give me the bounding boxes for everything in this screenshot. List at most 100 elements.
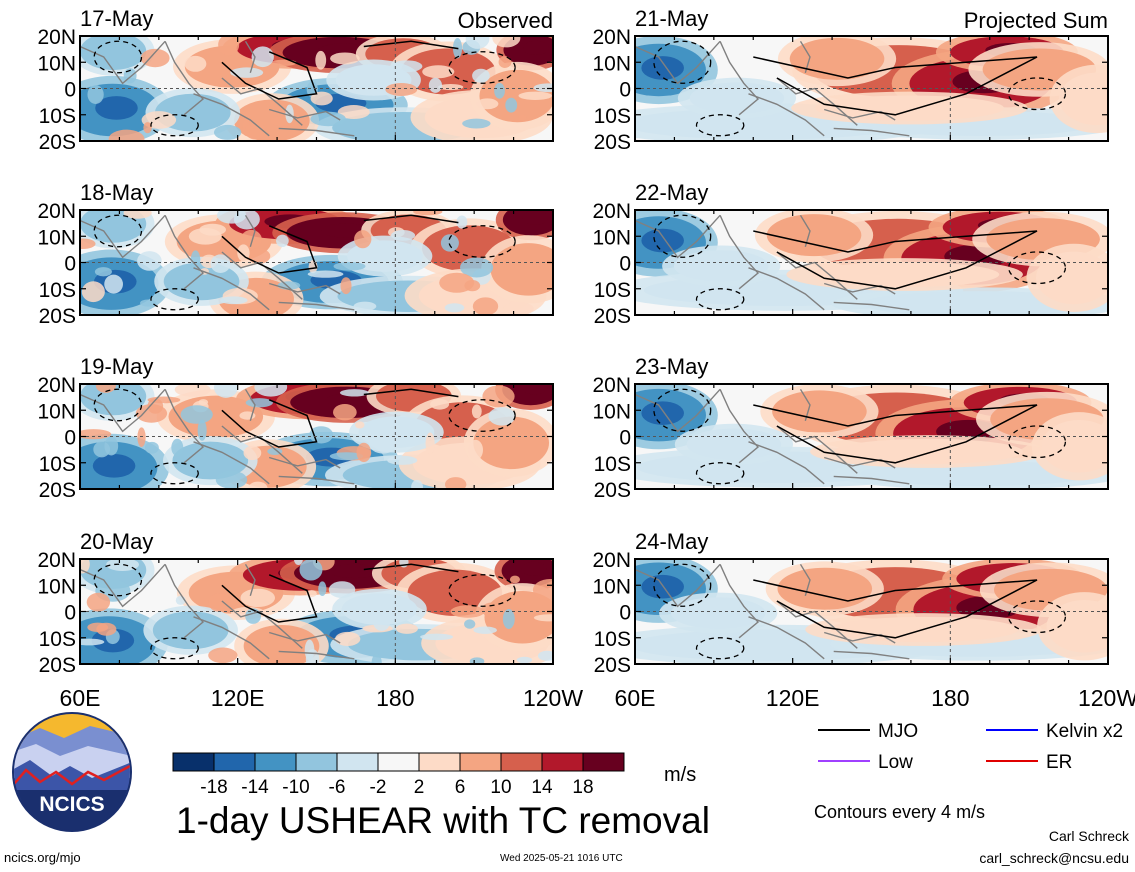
lat-tick-label: 10S: [39, 628, 76, 651]
colorbar-swatch: [541, 752, 584, 772]
coastline: [244, 40, 256, 73]
lat-tick-label: 20N: [37, 200, 76, 223]
coastline: [244, 388, 256, 421]
figure-title: 1-day USHEAR with TC removal: [176, 800, 710, 841]
coastline: [221, 77, 303, 126]
contour-note: Contours every 4 m/s: [814, 802, 986, 822]
coastline: [80, 388, 166, 433]
panel-date: 18-May: [80, 180, 153, 205]
colorbar: -18 -14 -10 -6 -2 2 6 10 14 18: [172, 752, 625, 798]
coastline: [269, 631, 341, 644]
panel-date: 20-May: [80, 529, 153, 554]
mjo-contour: [221, 225, 318, 274]
lon-tick-label: 120E: [211, 685, 265, 711]
ncics-logo: NCICS: [12, 712, 132, 832]
negative-contour: [653, 40, 712, 84]
lat-tick-label: 0: [64, 602, 76, 625]
site-link[interactable]: ncics.org/mjo: [4, 850, 81, 865]
negative-contour: [150, 462, 199, 485]
coastline: [164, 389, 205, 464]
author-name: Carl Schreck: [1048, 828, 1129, 844]
lat-tick-label: 20N: [592, 200, 631, 223]
coastline: [776, 600, 858, 649]
mjo-contour: [221, 51, 318, 100]
lat-tick-label: 10S: [594, 628, 631, 651]
colorbar-swatch: [418, 752, 461, 772]
lat-tick-label: 20S: [594, 654, 631, 677]
coastline: [833, 475, 910, 485]
negative-contour: [150, 637, 199, 660]
negative-contour: [653, 214, 712, 258]
coastline: [278, 127, 355, 137]
panel-date: 17-May: [80, 6, 153, 31]
coastline: [799, 563, 811, 596]
lat-tick-label: 0: [619, 253, 631, 276]
lat-tick-label: 10S: [39, 279, 76, 302]
lat-tick-label: 20N: [592, 374, 631, 397]
coastline: [244, 563, 256, 596]
coastline: [193, 93, 270, 137]
negative-contour: [1008, 251, 1067, 285]
coastline: [635, 388, 721, 433]
panel-date: 24-May: [635, 529, 708, 554]
coastline: [776, 77, 858, 126]
colorbar-tick-label: -6: [329, 777, 346, 798]
colorbar-tick-label: 18: [572, 777, 593, 798]
lat-tick-label: 20S: [39, 654, 76, 677]
colorbar-swatch: [254, 752, 297, 772]
lat-tick-label: 10S: [594, 453, 631, 476]
coastline: [719, 389, 760, 464]
lon-tick-label: 180: [376, 685, 414, 711]
coastline: [748, 93, 825, 137]
coastline: [833, 650, 910, 660]
lat-tick-label: 20S: [39, 131, 76, 154]
lat-tick-label: 0: [64, 79, 76, 102]
author-email[interactable]: carl_schreck@ncsu.edu: [979, 850, 1129, 866]
coastline: [278, 650, 355, 660]
coastline: [635, 40, 721, 85]
lat-tick-label: 10N: [592, 575, 631, 598]
panel-date: 23-May: [635, 354, 708, 379]
map-panel-obs-2: [79, 209, 554, 316]
coastline: [833, 127, 910, 137]
map-panel-proj-2: [634, 209, 1109, 316]
coastline: [799, 214, 811, 247]
coastline: [278, 301, 355, 311]
coastline: [776, 251, 858, 300]
legend-label: ER: [1046, 752, 1072, 773]
coastline: [719, 41, 760, 116]
lon-tick-label: 120W: [1078, 685, 1135, 711]
lat-tick-label: 10S: [594, 105, 631, 128]
negative-contour: [93, 563, 143, 597]
mjo-contour: [363, 40, 459, 50]
mjo-contour: [221, 399, 318, 448]
colorbar-tick-label: -10: [282, 777, 309, 798]
negative-contour: [695, 114, 745, 137]
coastline: [824, 631, 896, 644]
lat-tick-label: 20N: [37, 374, 76, 397]
coastline: [80, 214, 166, 259]
coastline: [635, 214, 721, 259]
lat-tick-label: 10N: [37, 400, 76, 423]
negative-contour: [448, 574, 516, 607]
coastline: [748, 616, 825, 660]
coastline: [269, 108, 341, 121]
mjo-contour: [363, 563, 459, 573]
lat-tick-label: 10S: [39, 105, 76, 128]
map-panel-proj-4: [634, 558, 1109, 665]
shading: [635, 36, 1108, 141]
legend-label: Low: [878, 752, 913, 773]
panel-date: 21-May: [635, 6, 708, 31]
logo-text: NCICS: [39, 793, 104, 816]
negative-contour: [695, 288, 745, 311]
observed-label: Observed: [458, 8, 553, 33]
negative-contour: [1008, 600, 1067, 634]
shading: [80, 384, 553, 489]
map-panel-obs-1: [79, 35, 554, 142]
colorbar-tick-label: 14: [531, 777, 553, 798]
negative-contour: [93, 40, 143, 74]
colorbar-swatch: [336, 752, 379, 772]
coastline: [221, 251, 303, 300]
colorbar-swatch: [377, 752, 420, 772]
coastline: [80, 40, 166, 85]
